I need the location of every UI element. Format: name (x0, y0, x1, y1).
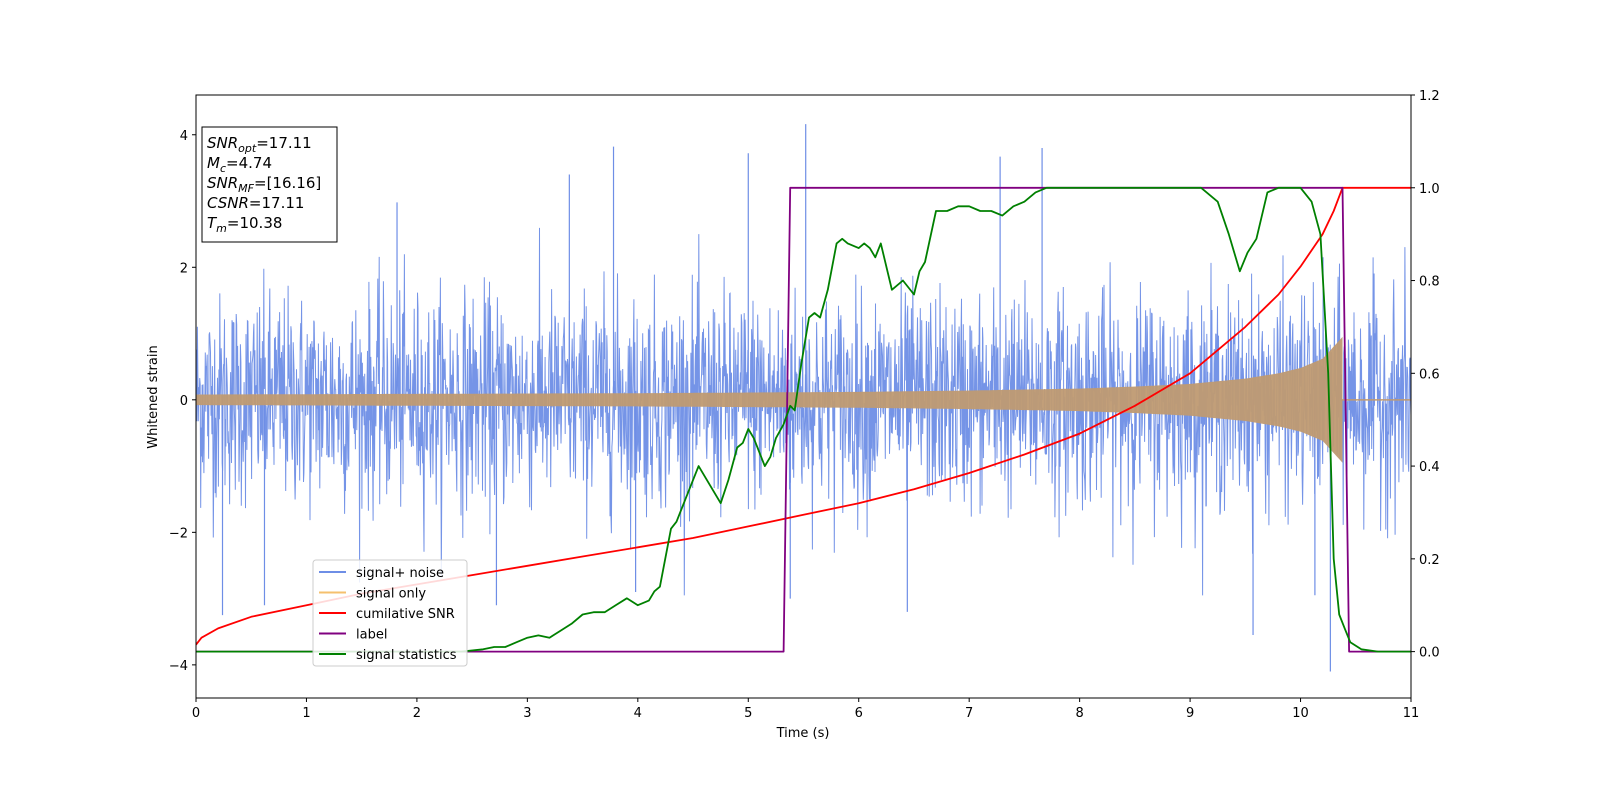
annotation-frame (201, 126, 338, 243)
annotation-symbol: M (207, 154, 220, 172)
legend: signal+ noise signal only cumilative SNR la… (312, 559, 468, 667)
annotation-subscript: m (216, 222, 227, 235)
annotation-symbol: SNR (207, 174, 238, 192)
annotation-value: =10.38 (227, 214, 283, 232)
annotation-line: SNRopt=17.11 (207, 134, 312, 155)
legend-label: signal+ noise (356, 566, 444, 581)
legend-label: signal only (356, 587, 426, 602)
annotation-value: =[16.16] (254, 174, 321, 192)
annotation-symbol: T (207, 214, 218, 232)
annotation-box: SNRopt=17.11Mc=4.74SNRMF=[16.16]CSNR=17.… (201, 126, 338, 243)
x-axis-label: Time (s) (776, 726, 830, 741)
annotation-line: CSNR=17.11 (207, 194, 304, 212)
y-right-tick-label: 0.4 (1419, 460, 1440, 475)
y-axis-left: −4 −2 0 2 4 (169, 129, 196, 674)
y-left-tick-label: −2 (169, 526, 188, 541)
x-tick-label: 3 (523, 706, 531, 721)
x-axis: 0 1 2 3 4 5 6 7 8 9 10 11 (192, 698, 1419, 721)
series-signal-statistics (196, 186, 1411, 653)
x-tick-label: 8 (1075, 706, 1083, 721)
x-tick-label: 6 (855, 706, 863, 721)
annotation-value: =17.11 (256, 134, 312, 152)
legend-frame (312, 559, 468, 667)
x-tick-label: 2 (413, 706, 421, 721)
annotation-subscript: MF (238, 182, 254, 195)
plot-area (196, 124, 1411, 672)
y-right-tick-label: 0.0 (1419, 646, 1440, 661)
x-tick-label: 9 (1186, 706, 1194, 721)
y-right-tick-label: 1.0 (1419, 182, 1440, 197)
annotation-subscript: c (220, 162, 226, 175)
y-right-tick-label: 1.2 (1419, 89, 1440, 104)
annotation-value: =4.74 (226, 154, 272, 172)
annotation-symbol: SNR (207, 134, 238, 152)
x-tick-label: 1 (302, 706, 310, 721)
annotation-subscript: opt (238, 142, 257, 155)
y-left-tick-label: 2 (180, 261, 188, 276)
x-tick-label: 11 (1403, 706, 1420, 721)
y-right-tick-label: 0.2 (1419, 553, 1440, 568)
legend-label: cumilative SNR (356, 607, 455, 622)
signal-only-fill (196, 336, 1343, 463)
signal-statistics-line (196, 186, 1411, 653)
annotation-symbol: CSNR (207, 194, 249, 212)
y-right-tick-label: 0.6 (1419, 367, 1440, 382)
y-right-tick-label: 0.8 (1419, 275, 1440, 290)
y-axis-label: Whitened strain (146, 345, 161, 448)
y-left-tick-label: 4 (180, 129, 188, 144)
legend-label: label (356, 628, 387, 643)
x-tick-label: 7 (965, 706, 973, 721)
plot-frame (195, 94, 1412, 699)
annotation-line: SNRMF=[16.16] (207, 174, 321, 195)
y-left-tick-label: −4 (169, 659, 188, 674)
x-tick-label: 0 (192, 706, 200, 721)
x-tick-label: 5 (744, 706, 752, 721)
annotation-value: =17.11 (249, 194, 305, 212)
y-left-tick-label: 0 (180, 394, 188, 409)
series-signal-only (196, 336, 1411, 463)
annotation-line: Mc=4.74 (207, 154, 272, 175)
y-axis-right: 0.0 0.2 0.4 0.6 0.8 1.0 1.2 (1411, 89, 1440, 661)
x-tick-label: 10 (1292, 706, 1309, 721)
legend-label: signal statistics (356, 648, 457, 663)
annotation-line: Tm=10.38 (207, 214, 282, 235)
x-tick-label: 4 (634, 706, 642, 721)
